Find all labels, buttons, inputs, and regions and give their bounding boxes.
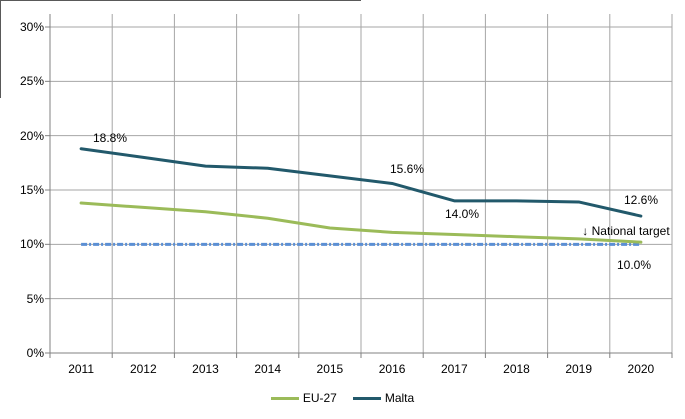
x-axis-label: 2011 [68, 362, 94, 376]
x-axis-label: 2018 [503, 362, 530, 376]
eu27-legend-label: EU-27 [302, 391, 337, 405]
x-axis-label: 2016 [378, 362, 406, 376]
x-axis-label: 2020 [627, 362, 655, 376]
y-axis-label: 25% [19, 74, 44, 89]
malta-legend-label: Malta [384, 391, 415, 405]
malta-2011-data-label: 18.8% [92, 131, 128, 145]
malta-2017-data-label: 14.0% [444, 207, 480, 221]
legend: EU-27 Malta [0, 391, 685, 405]
x-axis-label: 2017 [440, 362, 468, 376]
malta-2020-data-label: 12.6% [623, 193, 659, 207]
malta-line-marker-icon [352, 396, 381, 400]
malta-2016-data-label: 15.6% [389, 162, 425, 176]
national-target-value-label: 10.0% [616, 258, 652, 272]
malta-series-line [79, 147, 643, 218]
y-axis-label: 0% [26, 346, 44, 360]
y-axis-label: 30% [19, 20, 44, 34]
y-axis-label: 10% [19, 237, 44, 252]
eu27-line-marker-icon [270, 396, 299, 400]
legend-item-malta: Malta [352, 391, 415, 405]
x-axis-label: 2013 [192, 362, 219, 376]
x-axis-label: 2019 [565, 362, 593, 376]
legend-item-eu27: EU-27 [270, 391, 337, 405]
x-axis-label: 2014 [254, 362, 282, 376]
eu27-series-line [79, 201, 643, 244]
y-axis-label: 15% [19, 183, 44, 197]
x-axis-label: 2015 [316, 362, 344, 376]
national-target-label: ↓ National target [582, 224, 670, 238]
x-axis-label: 2012 [129, 362, 157, 376]
y-axis-label: 5% [26, 291, 44, 306]
y-axis-label: 20% [19, 128, 44, 143]
